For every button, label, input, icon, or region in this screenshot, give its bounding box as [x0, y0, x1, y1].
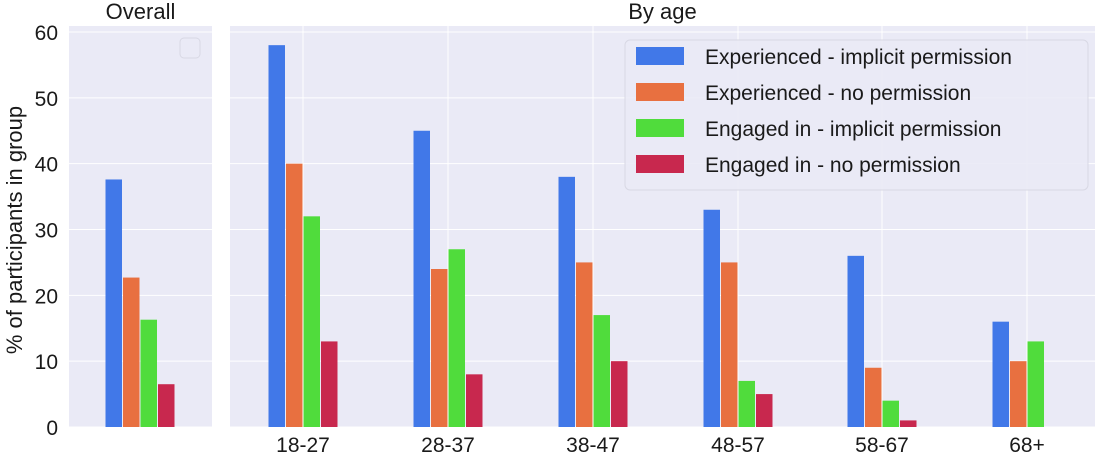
x-tick-label: 68+ [1009, 434, 1045, 456]
bar-48-57-s1 [721, 262, 738, 427]
y-axis-label: % of participants in group [2, 106, 27, 354]
panel-title: Overall [106, 0, 176, 24]
legend-swatch-0 [636, 47, 684, 65]
bar-58-67-s1 [865, 367, 882, 427]
bar-38-47-s2 [593, 315, 610, 427]
bar-58-67-s3 [900, 420, 917, 427]
y-tick-label: 20 [35, 285, 58, 308]
legend-swatch-1 [636, 83, 684, 101]
legend-swatch-2 [636, 119, 684, 137]
bar-overall-s0 [105, 179, 122, 427]
bar-28-37-s1 [431, 269, 448, 427]
y-tick-label: 40 [35, 154, 58, 177]
bar-28-37-s0 [413, 130, 430, 427]
bar-58-67-s0 [847, 255, 864, 427]
bar-28-37-s2 [448, 249, 465, 427]
x-tick-label: 28-37 [421, 434, 475, 456]
legend-swatch-3 [636, 155, 684, 173]
x-tick-label: 18-27 [276, 434, 330, 456]
bar-38-47-s3 [611, 361, 628, 427]
bar-48-57-s3 [756, 394, 773, 427]
bar-58-67-s2 [882, 400, 899, 427]
y-tick-label: 0 [46, 417, 58, 440]
x-tick-label: 58-67 [855, 434, 909, 456]
bar-18-27-s0 [268, 45, 285, 428]
bar-18-27-s1 [286, 163, 303, 427]
legend-empty [179, 37, 201, 59]
bar-18-27-s2 [303, 216, 320, 427]
bar-38-47-s0 [558, 176, 575, 427]
y-tick-label: 50 [35, 88, 58, 111]
bar-68+-s1 [1010, 361, 1027, 427]
panel-title: By age [628, 0, 697, 24]
bar-overall-s2 [140, 319, 157, 427]
bar-overall-s3 [158, 384, 175, 427]
bar-28-37-s3 [466, 374, 483, 427]
bar-68+-s0 [992, 321, 1009, 427]
x-tick-label: 48-57 [711, 434, 765, 456]
bar-18-27-s3 [321, 341, 338, 427]
y-tick-label: 60 [35, 22, 58, 45]
bar-48-57-s0 [703, 209, 720, 427]
legend [624, 39, 1089, 191]
x-tick-label: 38-47 [566, 434, 620, 456]
legend-label: Engaged in - implicit permission [705, 118, 1001, 141]
y-tick-label: 10 [35, 351, 58, 374]
legend-label: Experienced - no permission [705, 82, 971, 105]
bar-overall-s1 [123, 277, 140, 427]
y-tick-label: 30 [35, 220, 58, 243]
legend-label: Engaged in - no permission [705, 154, 961, 177]
bar-48-57-s2 [738, 380, 755, 427]
bar-38-47-s1 [576, 262, 593, 427]
legend-label: Experienced - implicit permission [705, 46, 1012, 69]
bar-68+-s2 [1027, 341, 1044, 427]
